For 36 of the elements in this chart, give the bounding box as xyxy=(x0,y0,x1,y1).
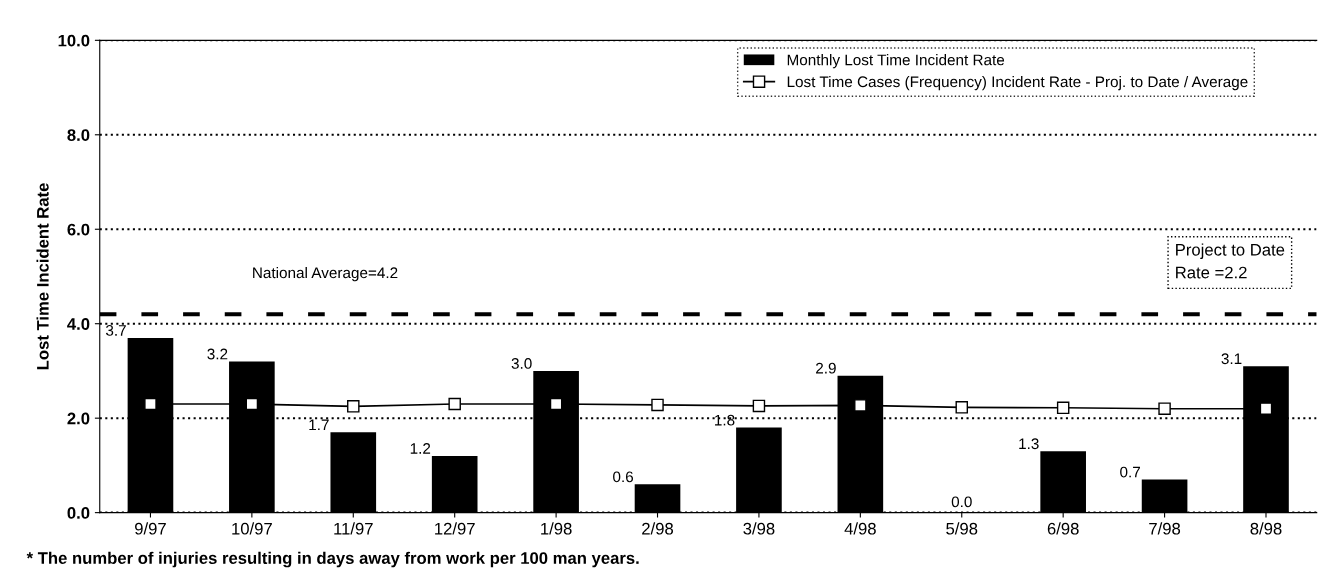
data-label: 0.7 xyxy=(1120,466,1140,478)
data-label: 3.1 xyxy=(1221,353,1242,365)
y-tick-label: 2.0 xyxy=(67,412,90,425)
x-tick-label: 11/97 xyxy=(334,522,373,535)
annotation: Project to Date Rate =2.2 xyxy=(1176,243,1285,279)
data-label: 1.2 xyxy=(410,443,431,454)
data-label: 0.6 xyxy=(613,471,634,483)
x-tick-label: 2/98 xyxy=(642,522,674,535)
y-axis-title: Lost Time Incident Rate xyxy=(36,183,49,370)
x-tick-label: 8/98 xyxy=(1250,522,1282,535)
legend-label: Lost Time Cases (Frequency) Incident Rate - Proj. to Date / Average xyxy=(787,75,1248,91)
data-label: 3.2 xyxy=(207,348,228,360)
data-label: 0.0 xyxy=(951,496,972,508)
y-tick-label: 0.0 xyxy=(67,507,90,519)
data-label: 1.7 xyxy=(309,419,329,431)
data-label: 1.3 xyxy=(1019,438,1039,450)
data-label: 3.0 xyxy=(511,358,532,369)
data-label: 2.9 xyxy=(816,362,836,374)
data-label: 1.8 xyxy=(715,414,735,426)
x-tick-label: 10/97 xyxy=(232,522,272,535)
x-tick-label: 12/97 xyxy=(435,522,475,535)
text: * The number of injuries resulting in days away from work per 100 man years. xyxy=(26,551,639,568)
y-tick-label: 6.0 xyxy=(67,223,90,236)
x-tick-label: 5/98 xyxy=(946,522,978,535)
x-tick-label: 9/97 xyxy=(135,522,166,535)
y-tick-label: 10.0 xyxy=(58,34,90,47)
x-tick-label: 3/98 xyxy=(743,522,775,535)
x-tick-label: 4/98 xyxy=(844,522,876,535)
y-tick-label: 8.0 xyxy=(67,129,90,141)
x-tick-label: 7/98 xyxy=(1149,522,1181,535)
legend-label: Monthly Lost Time Incident Rate xyxy=(787,54,1005,69)
data-label: 3.7 xyxy=(105,324,126,336)
x-tick-label: 1/98 xyxy=(541,522,572,535)
ref-line-label: National Average=4.2 xyxy=(253,266,398,282)
x-tick-label: 6/98 xyxy=(1047,522,1079,535)
y-tick-label: 4.0 xyxy=(67,318,90,330)
